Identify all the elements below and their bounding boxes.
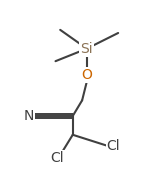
Text: Si: Si	[81, 42, 93, 56]
Text: Cl: Cl	[107, 139, 120, 153]
Text: N: N	[24, 109, 34, 123]
Text: Cl: Cl	[50, 151, 64, 165]
Text: O: O	[81, 68, 92, 82]
